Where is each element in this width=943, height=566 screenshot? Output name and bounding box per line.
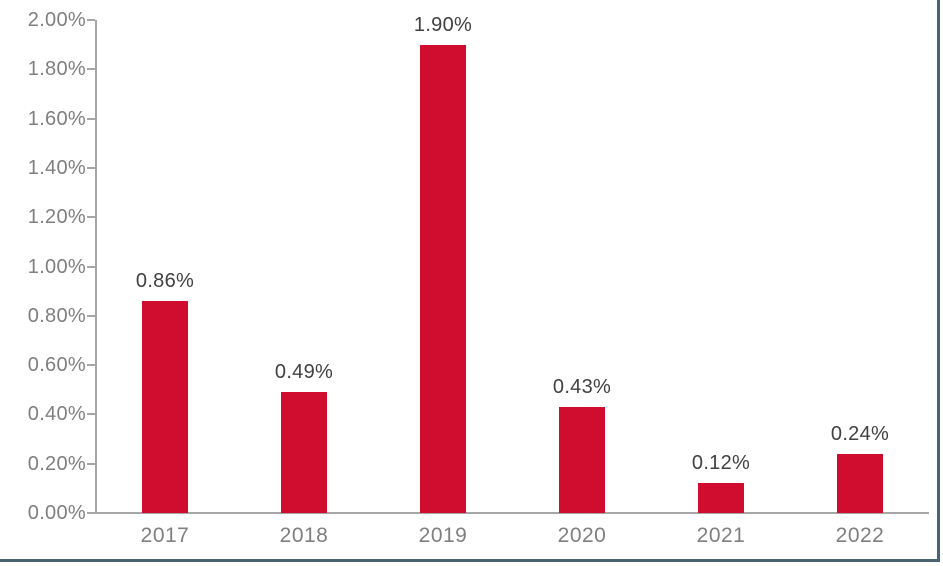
y-axis-tick bbox=[87, 265, 95, 268]
y-axis-tick-label: 1.60% bbox=[27, 107, 86, 130]
y-axis-line bbox=[95, 20, 97, 514]
y-axis-tick bbox=[87, 462, 95, 465]
bar-2020 bbox=[559, 407, 605, 513]
y-axis-tick-label: 1.20% bbox=[27, 206, 86, 229]
y-axis-tick bbox=[87, 314, 95, 317]
x-axis-category-label: 2019 bbox=[418, 524, 468, 547]
x-axis-category-label: 2022 bbox=[835, 524, 885, 547]
bar-data-label: 0.49% bbox=[274, 361, 334, 383]
y-axis-tick-label: 0.80% bbox=[27, 304, 86, 327]
y-axis-tick-label: 2.00% bbox=[27, 9, 86, 31]
bar-2022 bbox=[837, 454, 883, 513]
x-axis-category-label: 2017 bbox=[140, 524, 190, 547]
bar-2017 bbox=[142, 301, 188, 513]
y-axis-tick bbox=[87, 19, 95, 21]
x-axis-category-label: 2018 bbox=[279, 524, 329, 547]
frame-border-right bbox=[937, 0, 940, 562]
frame-border-bottom bbox=[0, 559, 940, 562]
bar-data-label: 0.43% bbox=[552, 376, 612, 398]
y-axis-tick-label: 0.00% bbox=[27, 502, 86, 524]
bar-data-label: 1.90% bbox=[413, 14, 473, 36]
y-axis-tick bbox=[87, 512, 95, 514]
y-axis-tick-label: 1.80% bbox=[27, 58, 86, 81]
bar-data-label: 0.24% bbox=[830, 423, 890, 445]
y-axis-tick bbox=[87, 216, 95, 219]
bar-2021 bbox=[698, 483, 744, 513]
y-axis-tick-label: 1.40% bbox=[27, 156, 86, 179]
y-axis-tick bbox=[87, 68, 95, 71]
y-axis-tick bbox=[87, 117, 95, 120]
bar-2018 bbox=[281, 392, 327, 513]
y-axis-tick-label: 0.60% bbox=[27, 354, 86, 377]
y-axis-tick bbox=[87, 413, 95, 416]
y-axis-tick-label: 0.20% bbox=[27, 452, 86, 475]
y-axis-tick bbox=[87, 364, 95, 367]
bar-data-label: 0.86% bbox=[135, 270, 195, 292]
bar-2019 bbox=[420, 45, 466, 513]
x-axis-line bbox=[95, 512, 929, 514]
y-axis-tick-label: 0.40% bbox=[27, 403, 86, 426]
y-axis-tick-label: 1.00% bbox=[27, 255, 86, 278]
x-axis-category-label: 2020 bbox=[557, 524, 607, 547]
bar-data-label: 0.12% bbox=[691, 452, 751, 474]
x-axis-category-label: 2021 bbox=[696, 524, 746, 547]
y-axis-tick bbox=[87, 166, 95, 169]
